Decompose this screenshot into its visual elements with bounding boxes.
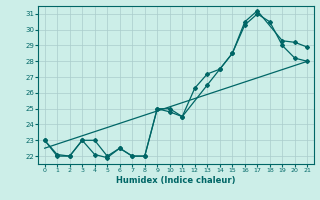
X-axis label: Humidex (Indice chaleur): Humidex (Indice chaleur) — [116, 176, 236, 185]
